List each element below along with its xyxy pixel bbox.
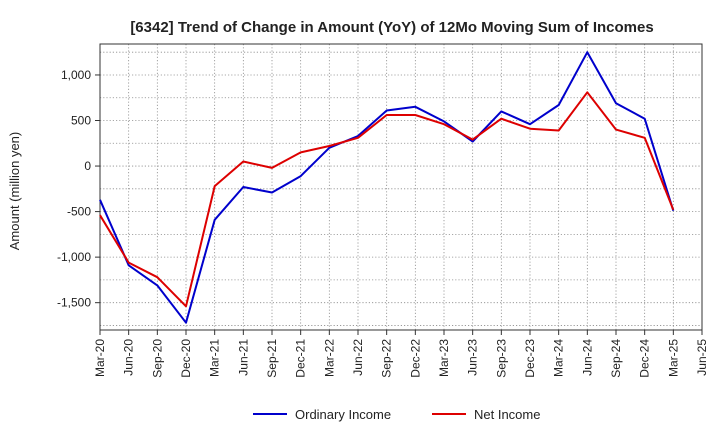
x-tick-label: Dec-23: [523, 339, 537, 378]
x-tick-label: Jun-23: [466, 339, 480, 376]
y-axis-label: Amount (million yen): [7, 132, 22, 251]
series-line-ordinary-income: [99, 51, 675, 324]
legend-label: Net Income: [474, 407, 540, 422]
x-tick-label: Mar-20: [93, 339, 107, 377]
grid-lines: [99, 44, 703, 330]
chart-title: [6342] Trend of Change in Amount (YoY) o…: [130, 19, 653, 36]
series-lines: [99, 51, 675, 324]
y-tick-label: -500: [67, 205, 91, 219]
y-tick-label: 0: [84, 159, 91, 173]
x-tick-label: Jun-24: [580, 339, 594, 376]
x-tick-label: Sep-22: [380, 339, 394, 378]
y-tick-label: -1,000: [57, 250, 91, 264]
x-tick-label: Dec-24: [638, 339, 652, 378]
series-line-net-income: [99, 91, 675, 308]
plot-area: [99, 43, 703, 331]
y-tick-label: -1,500: [57, 296, 91, 310]
y-axis-ticks: -1,500 -1,000 -500 0 500 1,000: [57, 68, 100, 310]
y-tick-label: 1,000: [61, 68, 91, 82]
x-tick-label: Jun-20: [122, 339, 136, 376]
x-tick-label: Jun-22: [351, 339, 365, 376]
y-tick-label: 500: [71, 114, 91, 128]
x-tick-label: Mar-24: [552, 339, 566, 377]
x-tick-label: Dec-20: [179, 339, 193, 378]
x-tick-label: Jun-21: [236, 339, 250, 376]
legend: Ordinary Income Net Income: [253, 407, 540, 422]
x-tick-label: Sep-23: [494, 339, 508, 378]
legend-label: Ordinary Income: [295, 407, 391, 422]
x-tick-label: Mar-25: [666, 339, 680, 377]
x-axis-ticks: Mar-20 Jun-20 Sep-20 Dec-20 Mar-21 Jun-21 Sep-…: [93, 330, 709, 378]
x-tick-label: Dec-22: [408, 339, 422, 378]
x-tick-label: Sep-20: [150, 339, 164, 378]
x-tick-label: Sep-24: [609, 339, 623, 378]
x-tick-label: Mar-21: [208, 339, 222, 377]
x-tick-label: Jun-25: [695, 339, 709, 376]
x-tick-label: Dec-21: [294, 339, 308, 378]
x-tick-label: Mar-23: [437, 339, 451, 377]
x-tick-label: Sep-21: [265, 339, 279, 378]
x-tick-label: Mar-22: [322, 339, 336, 377]
